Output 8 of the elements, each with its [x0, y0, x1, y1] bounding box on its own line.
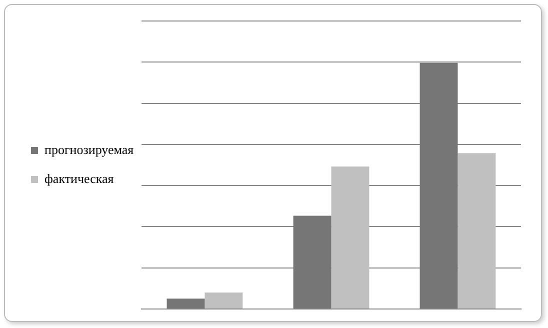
bar: [166, 298, 205, 308]
bar: [458, 153, 496, 308]
bar: [204, 292, 243, 308]
bar: [293, 216, 332, 308]
legend-label: прогнозируемая: [44, 142, 134, 157]
legend-label: фактическая: [44, 170, 114, 186]
bar: [331, 166, 370, 308]
bar: [420, 62, 458, 308]
